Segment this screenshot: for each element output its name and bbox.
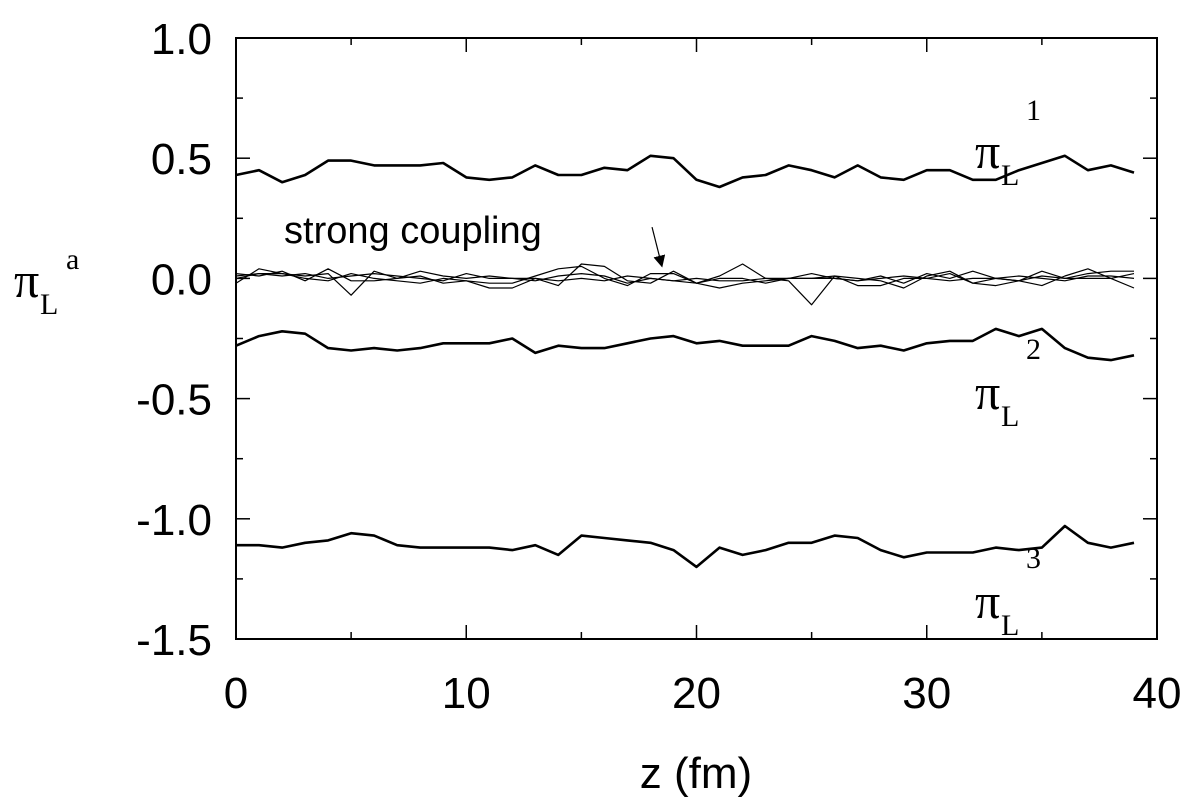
annotation-text: strong coupling	[284, 210, 542, 252]
series-line	[235, 273, 1135, 284]
axis-ticks	[235, 37, 1158, 640]
series-label-superscript: 3	[1026, 542, 1041, 575]
series-label-subscript: L	[1001, 159, 1019, 192]
series-line	[235, 154, 1135, 189]
x-tick-label: 0	[224, 669, 248, 718]
x-tick-labels: 0 10 20 30 40	[224, 669, 1182, 718]
series-label: π L 2	[975, 333, 1041, 433]
series-label-subscript: L	[1001, 609, 1019, 642]
y-axis-superscript: a	[66, 243, 79, 276]
series-label: π L1	[975, 94, 1041, 192]
x-tick-label: 30	[902, 669, 951, 718]
x-tick-label: 10	[442, 669, 491, 718]
series-line	[235, 263, 1134, 306]
y-tick-label: -0.5	[136, 376, 212, 425]
annotations: strong coupling	[284, 210, 666, 268]
series-line	[236, 524, 1135, 569]
series-label-symbol: π	[975, 123, 1000, 179]
series-label: π L 3	[975, 542, 1041, 642]
series-labels: π L1π L2π L3	[975, 94, 1041, 642]
x-axis-title: z (fm)	[640, 749, 752, 798]
series-label-subscript: L	[1001, 400, 1019, 433]
x-tick-label: 40	[1133, 669, 1182, 718]
series-label-superscript: 1	[1026, 94, 1041, 127]
x-tick-label: 20	[672, 669, 721, 718]
y-axis-title: π L a	[14, 243, 79, 321]
series-label-symbol: π	[975, 573, 1000, 629]
y-tick-label: 0.5	[151, 135, 212, 184]
y-axis-symbol: π	[14, 252, 39, 308]
y-tick-label: 1.0	[151, 15, 212, 64]
y-tick-labels: 1.0 0.5 0.0 -0.5 -1.0 -1.5	[136, 15, 212, 665]
y-tick-label: 0.0	[151, 255, 212, 304]
series-label-symbol: π	[975, 364, 1000, 420]
series-lines	[235, 154, 1135, 569]
series-label-superscript: 2	[1026, 333, 1041, 366]
y-tick-label: -1.0	[136, 496, 212, 545]
y-tick-label: -1.5	[136, 616, 212, 665]
series-line	[235, 327, 1135, 362]
annotation-arrow	[651, 226, 666, 268]
series-line	[235, 268, 1135, 287]
y-axis-subscript: L	[40, 288, 58, 321]
